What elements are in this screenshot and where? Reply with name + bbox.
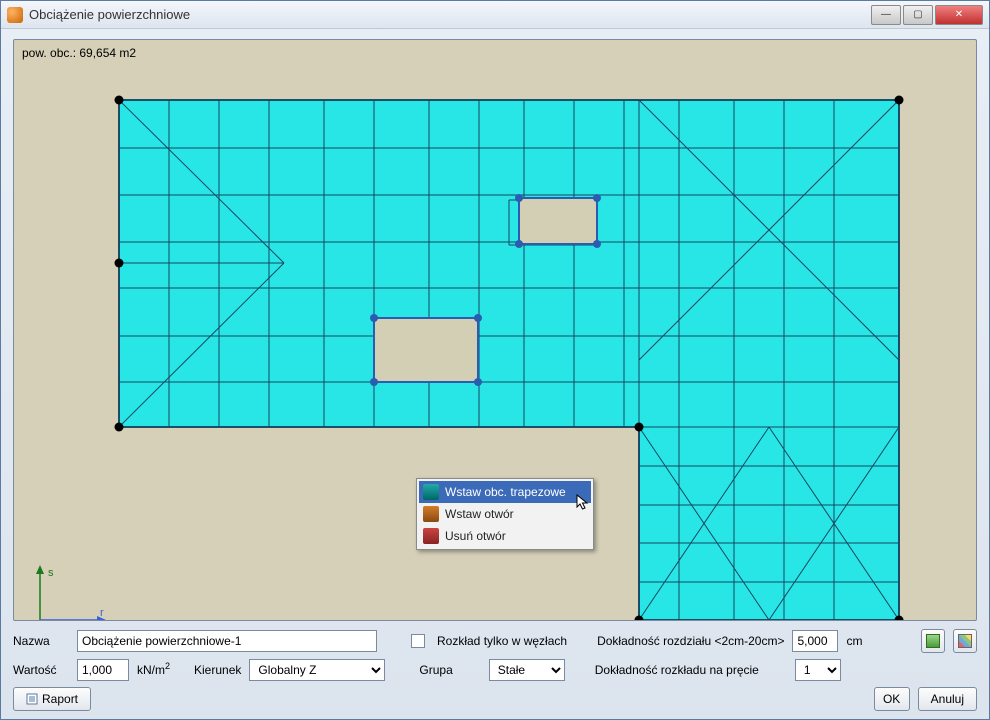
palette-green-icon: [926, 634, 940, 648]
report-button[interactable]: Raport: [13, 687, 91, 711]
trap-icon: [423, 484, 439, 500]
value-unit: kN/m2: [137, 663, 170, 677]
accuracy-unit: cm: [846, 634, 862, 648]
context-menu: Wstaw obc. trapezowe Wstaw otwór Usuń otwó…: [416, 478, 594, 550]
context-menu-label: Wstaw otwór: [445, 507, 514, 521]
titlebar[interactable]: Obciążenie powierzchniowe — ▢ ✕: [1, 1, 989, 29]
group-select[interactable]: Stałe: [489, 659, 565, 681]
ok-button[interactable]: OK: [874, 687, 910, 711]
window-title: Obciążenie powierzchniowe: [29, 7, 190, 22]
direction-label: Kierunek: [194, 663, 241, 677]
palette-green-button[interactable]: [921, 629, 945, 653]
direction-select[interactable]: Globalny Z: [249, 659, 385, 681]
context-menu-item[interactable]: Usuń otwór: [419, 525, 591, 547]
svg-text:r: r: [100, 607, 104, 619]
app-icon: [7, 7, 23, 23]
svg-text:s: s: [48, 567, 54, 579]
context-menu-item[interactable]: Wstaw otwór: [419, 503, 591, 525]
bar-accuracy-select[interactable]: 1: [795, 659, 841, 681]
group-label: Grupa: [419, 663, 452, 677]
name-input[interactable]: [77, 630, 377, 652]
close-button[interactable]: ✕: [935, 5, 983, 25]
context-menu-label: Usuń otwór: [445, 529, 506, 543]
cancel-button[interactable]: Anuluj: [918, 687, 977, 711]
hole1-icon: [423, 506, 439, 522]
canvas-frame[interactable]: pow. obc.: 69,654 m2 sr Wstaw obc. trape…: [13, 39, 977, 621]
context-menu-item[interactable]: Wstaw obc. trapezowe: [419, 481, 591, 503]
form-panel: Nazwa Rozkład tylko w węzłach Dokładność…: [13, 629, 977, 711]
report-icon: [26, 693, 38, 705]
name-label: Nazwa: [13, 634, 69, 648]
minimize-button[interactable]: —: [871, 5, 901, 25]
hole2-icon: [423, 528, 439, 544]
context-menu-label: Wstaw obc. trapezowe: [445, 485, 566, 499]
palette-multi-button[interactable]: [953, 629, 977, 653]
accuracy-input[interactable]: [792, 630, 838, 652]
palette-multi-icon: [958, 634, 972, 648]
value-label: Wartość: [13, 663, 69, 677]
nodes-only-checkbox[interactable]: [411, 634, 425, 648]
accuracy-label: Dokładność rozdziału <2cm-20cm>: [597, 634, 784, 648]
maximize-button[interactable]: ▢: [903, 5, 933, 25]
content-area: pow. obc.: 69,654 m2 sr Wstaw obc. trape…: [1, 29, 989, 719]
bar-accuracy-label: Dokładność rozkładu na pręcie: [595, 663, 759, 677]
value-input[interactable]: [77, 659, 129, 681]
nodes-only-label: Rozkład tylko w węzłach: [437, 634, 567, 648]
main-window: Obciążenie powierzchniowe — ▢ ✕ pow. obc…: [0, 0, 990, 720]
